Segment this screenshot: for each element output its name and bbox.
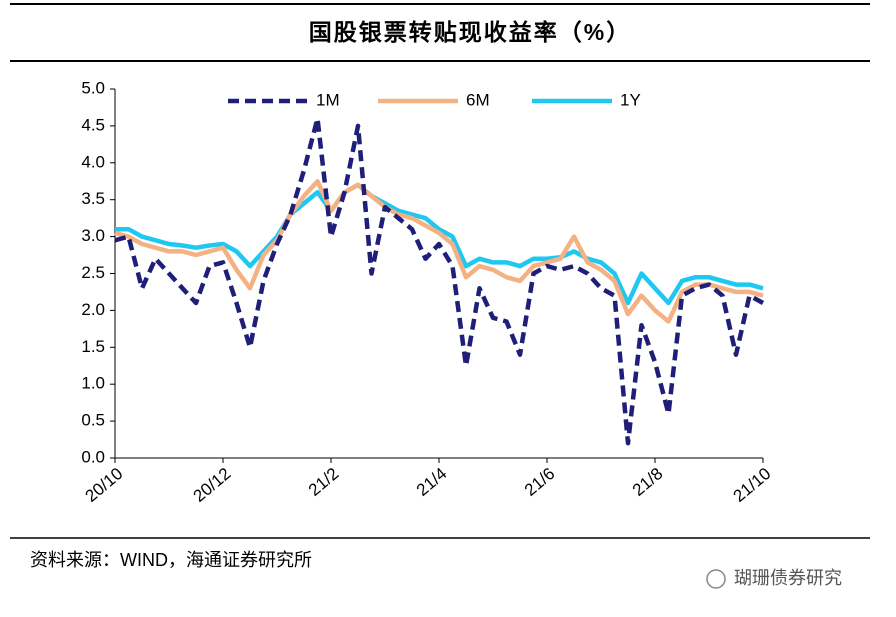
y-tick-label: 2.0 (81, 300, 105, 319)
series-line (114, 179, 764, 324)
legend-label: 1M (316, 90, 340, 109)
x-tick-label: 21/4 (413, 464, 451, 500)
chart-title: 国股银票转贴现收益率（%） (309, 19, 631, 45)
series-line (115, 182, 764, 306)
source: 资料来源：WIND，海通证券研究所 (30, 550, 312, 570)
x-tick-label: 20/10 (82, 464, 127, 506)
y-tick-label: 2.5 (81, 263, 105, 282)
y-tick-label: 0.0 (81, 447, 105, 466)
y-tick-label: 1.5 (81, 337, 105, 356)
legend-label: 6M (466, 90, 490, 109)
watermark-icon (706, 569, 726, 589)
watermark: 瑚珊债券研究 (734, 568, 842, 588)
x-tick-label: 21/6 (521, 464, 559, 500)
y-tick-label: 4.5 (81, 115, 105, 134)
y-tick-label: 4.0 (81, 152, 105, 171)
x-tick-label: 20/12 (190, 464, 235, 506)
y-tick-label: 3.5 (81, 189, 105, 208)
x-tick-label: 21/10 (730, 464, 775, 506)
x-tick-label: 21/8 (629, 464, 667, 500)
series-line (114, 116, 765, 446)
y-tick-label: 1.0 (81, 374, 105, 393)
y-tick-label: 0.5 (81, 411, 105, 430)
y-tick-label: 5.0 (81, 78, 105, 97)
y-tick-label: 3.0 (81, 226, 105, 245)
x-tick-label: 21/2 (305, 464, 343, 500)
legend-label: 1Y (620, 90, 641, 109)
